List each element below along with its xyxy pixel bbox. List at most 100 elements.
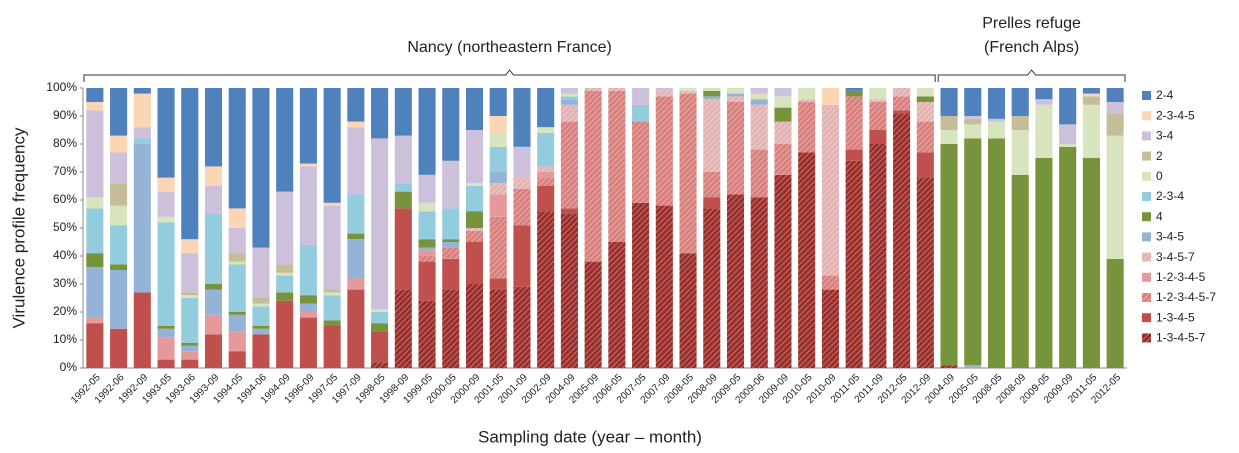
bar-segment — [726, 93, 745, 97]
bar-segment — [442, 258, 460, 290]
bar-segment — [726, 88, 745, 94]
bar-segment — [371, 323, 389, 332]
x-axis-title: Sampling date (year – month) — [478, 427, 702, 446]
bar-segment — [560, 88, 578, 94]
bar-segment — [513, 177, 531, 189]
bar-segment — [489, 216, 507, 279]
group-bracket — [83, 69, 936, 82]
bar-segment — [157, 222, 175, 326]
bar-segment — [1035, 158, 1053, 368]
bar-segment — [86, 102, 104, 111]
bar-segment — [442, 160, 460, 209]
bar-segment — [228, 253, 246, 262]
bar-segment — [323, 292, 341, 296]
bar-segment — [893, 88, 911, 97]
y-tick-label: 50% — [53, 220, 77, 234]
bar-segment — [845, 88, 863, 91]
y-tick-label: 100% — [46, 80, 77, 94]
bar-segment — [228, 264, 246, 312]
bar-segment — [703, 99, 721, 172]
bar-segment — [608, 90, 626, 242]
bar-segment — [252, 298, 270, 304]
bar-segment — [1082, 88, 1100, 94]
bar-segment — [1082, 93, 1100, 97]
bar-segment — [560, 93, 578, 97]
bar-segment — [584, 261, 602, 368]
bar-segment — [726, 102, 745, 195]
y-axis-title: Virulence profile frequency — [9, 127, 28, 328]
bar-segment — [608, 88, 626, 91]
bar-segment — [798, 99, 816, 102]
bar-segment — [181, 345, 199, 352]
bar-segment — [1059, 88, 1077, 125]
bar-segment — [987, 138, 1006, 368]
bar-segment — [1059, 146, 1077, 368]
bar-segment — [299, 303, 317, 312]
bar-segment — [418, 256, 436, 262]
bar-segment — [1106, 102, 1124, 114]
bar-segment — [750, 149, 768, 198]
bar-segment — [632, 121, 650, 203]
legend-swatch — [1142, 111, 1151, 121]
bar-segment — [323, 326, 341, 368]
bar-segment — [157, 216, 175, 223]
bar-segment — [489, 88, 507, 116]
bar-segment — [1011, 116, 1029, 130]
bar-segment — [204, 166, 223, 186]
bar-segment — [204, 186, 223, 214]
y-tick-label: 90% — [53, 108, 77, 122]
bar-segment — [465, 230, 484, 242]
legend-label: 3-4 — [1156, 129, 1174, 143]
bar-segment — [276, 272, 294, 276]
bar-segment — [299, 166, 317, 245]
bar-segment — [940, 144, 958, 366]
bar-segment — [323, 295, 341, 321]
bar-segment — [86, 317, 104, 324]
bar-segment — [299, 88, 317, 164]
bar-segment — [1106, 113, 1124, 136]
bar-segment — [110, 205, 128, 226]
bar-segment — [394, 208, 412, 290]
bar-segment — [323, 289, 341, 293]
y-tick-label: 60% — [53, 192, 77, 206]
bar-segment — [632, 202, 650, 368]
y-tick-label: 30% — [53, 276, 77, 290]
bar-segment — [252, 88, 270, 248]
bar-segment — [181, 88, 199, 240]
bar-segment — [110, 264, 128, 270]
bar-segment — [181, 298, 199, 343]
bar-segment — [964, 365, 982, 368]
bar-segment — [537, 211, 555, 368]
bar-segment — [418, 202, 436, 212]
bar-segment — [157, 328, 175, 338]
bar-segment — [157, 177, 175, 192]
bar-segment — [347, 233, 365, 240]
bar-segment — [560, 96, 578, 100]
bar-segment — [86, 197, 104, 209]
bar-segment — [394, 135, 412, 184]
legend-swatch — [1142, 272, 1151, 282]
bar-segment — [442, 239, 460, 242]
bar-segment — [964, 124, 982, 139]
bar-segment — [347, 194, 365, 234]
bar-segment — [821, 289, 839, 368]
bar-segment — [916, 88, 934, 97]
bar-segment — [584, 90, 602, 262]
bar-segment — [489, 146, 507, 172]
bar-segment — [276, 292, 294, 301]
y-tick-label: 20% — [53, 304, 77, 318]
bar-segment — [442, 88, 460, 161]
bar-segment — [726, 96, 745, 102]
bar-segment — [181, 351, 199, 360]
bar-segment — [774, 121, 792, 144]
legend-label: 1-2-3-4-5 — [1156, 270, 1206, 284]
bar-segment — [726, 194, 745, 368]
legend-swatch — [1142, 313, 1151, 323]
bar-segment — [1059, 124, 1077, 144]
bar-segment — [86, 110, 104, 198]
legend-swatch — [1142, 131, 1151, 141]
bar-segment — [893, 110, 911, 114]
bar-segment — [465, 211, 484, 228]
bar-segment — [1106, 258, 1124, 368]
